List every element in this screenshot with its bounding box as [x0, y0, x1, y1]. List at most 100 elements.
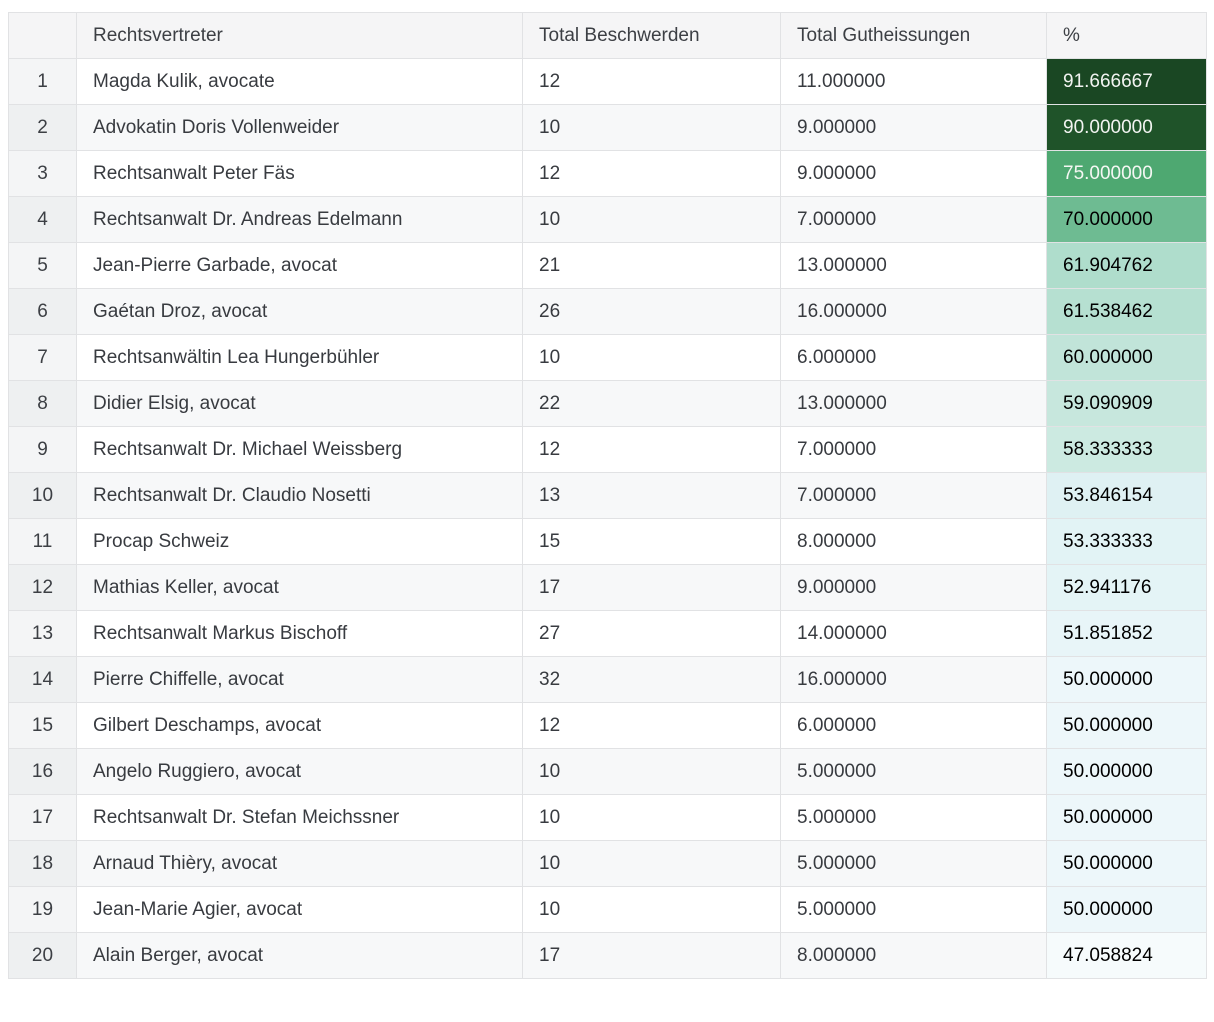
cell-rechtsvertreter: Pierre Chiffelle, avocat	[76, 656, 523, 703]
cell-rechtsvertreter: Rechtsanwalt Dr. Andreas Edelmann	[76, 196, 523, 243]
table-row: 10 Rechtsanwalt Dr. Claudio Nosetti 13 7.00…	[8, 472, 1207, 519]
cell-percent: 70.000000	[1046, 196, 1207, 243]
cell-total-gutheissungen: 7.000000	[780, 196, 1047, 243]
table-row: 20 Alain Berger, avocat 17 8.000000 47.05882…	[8, 932, 1207, 979]
col-header-rechtsvertreter: Rechtsvertreter	[76, 12, 523, 59]
table-row: 14 Pierre Chiffelle, avocat 32 16.000000 50.…	[8, 656, 1207, 703]
cell-total-beschwerden: 17	[522, 932, 781, 979]
cell-total-gutheissungen: 5.000000	[780, 840, 1047, 887]
cell-percent: 50.000000	[1046, 886, 1207, 933]
cell-total-beschwerden: 12	[522, 702, 781, 749]
cell-total-gutheissungen: 9.000000	[780, 564, 1047, 611]
cell-rechtsvertreter: Rechtsanwalt Peter Fäs	[76, 150, 523, 197]
row-index-cell: 16	[8, 748, 77, 795]
cell-total-beschwerden: 12	[522, 58, 781, 105]
cell-rechtsvertreter: Rechtsanwältin Lea Hungerbühler	[76, 334, 523, 381]
col-header-total-gutheissungen: Total Gutheissungen	[780, 12, 1047, 59]
cell-total-gutheissungen: 5.000000	[780, 886, 1047, 933]
cell-rechtsvertreter: Rechtsanwalt Dr. Claudio Nosetti	[76, 472, 523, 519]
table-row: 4 Rechtsanwalt Dr. Andreas Edelmann 10 7.00…	[8, 196, 1207, 243]
cell-percent: 50.000000	[1046, 748, 1207, 795]
cell-rechtsvertreter: Jean-Marie Agier, avocat	[76, 886, 523, 933]
cell-total-beschwerden: 15	[522, 518, 781, 565]
table-row: 2 Advokatin Doris Vollenweider 10 9.000000 9…	[8, 104, 1207, 151]
cell-total-beschwerden: 17	[522, 564, 781, 611]
header-row: Rechtsvertreter Total Beschwerden Total …	[8, 12, 1207, 59]
cell-rechtsvertreter: Rechtsanwalt Dr. Stefan Meichssner	[76, 794, 523, 841]
table-row: 16 Angelo Ruggiero, avocat 10 5.000000 50.00…	[8, 748, 1207, 795]
cell-rechtsvertreter: Didier Elsig, avocat	[76, 380, 523, 427]
cell-percent: 50.000000	[1046, 656, 1207, 703]
table-row: 11 Procap Schweiz 15 8.000000 53.333333	[8, 518, 1207, 565]
table-row: 8 Didier Elsig, avocat 22 13.000000 59.09090…	[8, 380, 1207, 427]
cell-total-gutheissungen: 16.000000	[780, 288, 1047, 335]
cell-percent: 51.851852	[1046, 610, 1207, 657]
table-row: 13 Rechtsanwalt Markus Bischoff 27 14.00000…	[8, 610, 1207, 657]
table-row: 18 Arnaud Thièry, avocat 10 5.000000 50.0000…	[8, 840, 1207, 887]
row-index-cell: 1	[8, 58, 77, 105]
cell-total-beschwerden: 22	[522, 380, 781, 427]
cell-percent: 50.000000	[1046, 794, 1207, 841]
cell-percent: 61.904762	[1046, 242, 1207, 289]
table-row: 17 Rechtsanwalt Dr. Stefan Meichssner 10 5.…	[8, 794, 1207, 841]
cell-rechtsvertreter: Alain Berger, avocat	[76, 932, 523, 979]
cell-percent: 90.000000	[1046, 104, 1207, 151]
cell-total-gutheissungen: 7.000000	[780, 472, 1047, 519]
table-row: 9 Rechtsanwalt Dr. Michael Weissberg 12 7.0…	[8, 426, 1207, 473]
cell-percent: 75.000000	[1046, 150, 1207, 197]
cell-rechtsvertreter: Rechtsanwalt Dr. Michael Weissberg	[76, 426, 523, 473]
cell-total-beschwerden: 10	[522, 886, 781, 933]
cell-rechtsvertreter: Gaétan Droz, avocat	[76, 288, 523, 335]
row-index-cell: 5	[8, 242, 77, 289]
cell-total-beschwerden: 13	[522, 472, 781, 519]
cell-total-beschwerden: 12	[522, 150, 781, 197]
cell-total-beschwerden: 21	[522, 242, 781, 289]
cell-total-gutheissungen: 13.000000	[780, 242, 1047, 289]
cell-total-gutheissungen: 11.000000	[780, 58, 1047, 105]
cell-total-gutheissungen: 16.000000	[780, 656, 1047, 703]
cell-total-beschwerden: 10	[522, 794, 781, 841]
cell-total-beschwerden: 10	[522, 334, 781, 381]
cell-percent: 60.000000	[1046, 334, 1207, 381]
cell-total-beschwerden: 10	[522, 748, 781, 795]
cell-total-gutheissungen: 6.000000	[780, 334, 1047, 381]
cell-total-beschwerden: 10	[522, 104, 781, 151]
cell-total-gutheissungen: 9.000000	[780, 104, 1047, 151]
cell-rechtsvertreter: Arnaud Thièry, avocat	[76, 840, 523, 887]
cell-total-beschwerden: 27	[522, 610, 781, 657]
cell-percent: 53.333333	[1046, 518, 1207, 565]
cell-rechtsvertreter: Rechtsanwalt Markus Bischoff	[76, 610, 523, 657]
cell-total-gutheissungen: 6.000000	[780, 702, 1047, 749]
cell-total-gutheissungen: 8.000000	[780, 518, 1047, 565]
results-table: Rechtsvertreter Total Beschwerden Total …	[8, 12, 1207, 979]
cell-total-gutheissungen: 5.000000	[780, 748, 1047, 795]
cell-total-gutheissungen: 9.000000	[780, 150, 1047, 197]
table-row: 15 Gilbert Deschamps, avocat 12 6.000000 50.…	[8, 702, 1207, 749]
row-index-cell: 2	[8, 104, 77, 151]
table-row: 12 Mathias Keller, avocat 17 9.000000 52.941…	[8, 564, 1207, 611]
cell-rechtsvertreter: Advokatin Doris Vollenweider	[76, 104, 523, 151]
cell-percent: 50.000000	[1046, 840, 1207, 887]
row-index-cell: 12	[8, 564, 77, 611]
row-index-cell: 20	[8, 932, 77, 979]
cell-total-beschwerden: 32	[522, 656, 781, 703]
cell-percent: 59.090909	[1046, 380, 1207, 427]
cell-total-beschwerden: 26	[522, 288, 781, 335]
row-index-cell: 19	[8, 886, 77, 933]
cell-percent: 61.538462	[1046, 288, 1207, 335]
cell-rechtsvertreter: Angelo Ruggiero, avocat	[76, 748, 523, 795]
row-index-cell: 17	[8, 794, 77, 841]
table-row: 5 Jean-Pierre Garbade, avocat 21 13.000000 6…	[8, 242, 1207, 289]
col-header-index	[8, 12, 77, 59]
row-index-cell: 14	[8, 656, 77, 703]
cell-percent: 91.666667	[1046, 58, 1207, 105]
cell-percent: 50.000000	[1046, 702, 1207, 749]
cell-percent: 52.941176	[1046, 564, 1207, 611]
row-index-cell: 6	[8, 288, 77, 335]
row-index-cell: 10	[8, 472, 77, 519]
cell-rechtsvertreter: Jean-Pierre Garbade, avocat	[76, 242, 523, 289]
cell-total-beschwerden: 12	[522, 426, 781, 473]
cell-percent: 58.333333	[1046, 426, 1207, 473]
row-index-cell: 11	[8, 518, 77, 565]
table-row: 6 Gaétan Droz, avocat 26 16.000000 61.538462	[8, 288, 1207, 335]
